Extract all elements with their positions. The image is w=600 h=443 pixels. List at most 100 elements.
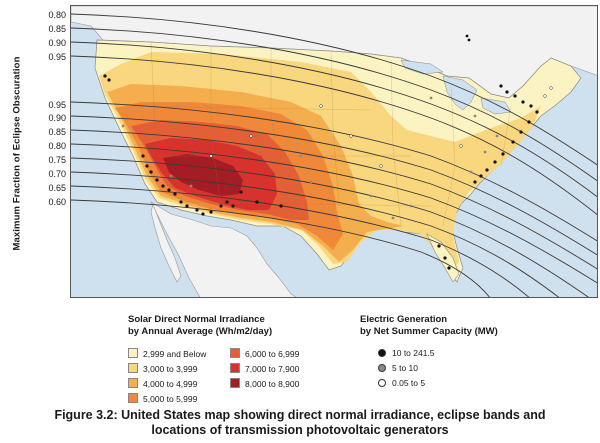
generator-dot — [189, 184, 193, 188]
legend-swatch — [128, 348, 138, 358]
us-irradiance-map — [71, 6, 597, 297]
irradiance-legend-item: 5,000 to 5,999 — [128, 393, 197, 404]
y-axis-title: Maximum Fraction of Eclipse Obscuration — [11, 56, 23, 251]
generator-dot — [409, 204, 413, 208]
generator-dot — [543, 94, 547, 98]
generator-dot — [473, 180, 477, 184]
eclipse-line — [71, 101, 597, 242]
generator-dot — [121, 124, 125, 128]
generator-dot — [391, 216, 395, 220]
generator-dot — [299, 154, 303, 158]
generation-legend-title-line1: Electric Generation — [360, 314, 448, 325]
legend-swatch — [128, 378, 138, 388]
tick-label: 0.90 — [48, 113, 66, 123]
generator-dot — [379, 164, 383, 168]
generator-dot — [279, 204, 283, 208]
eclipse-line — [71, 115, 597, 256]
generator-dot — [173, 192, 177, 196]
generator-dot — [209, 154, 213, 158]
eclipse-line — [71, 157, 589, 297]
generator-dot — [467, 38, 471, 42]
generator-dot — [483, 150, 487, 154]
irradiance-legend-title-line1: Solar Direct Normal Irradiance — [128, 314, 265, 325]
generator-dot — [231, 204, 235, 208]
irradiance-legend-title: Solar Direct Normal Irradiance by Annual… — [128, 314, 272, 338]
generator-dot — [219, 204, 223, 208]
generator-dot — [149, 170, 153, 174]
generator-dot — [459, 144, 463, 148]
generator-dot — [249, 134, 253, 138]
eclipse-line — [71, 185, 530, 297]
generator-dot — [209, 210, 213, 214]
generator-dot — [103, 74, 107, 78]
generator-dot — [529, 104, 533, 108]
generator-dot — [429, 96, 433, 100]
generation-legend-item: 10 to 241.5 — [378, 348, 435, 358]
eclipse-line — [71, 171, 560, 297]
generator-dot — [169, 174, 173, 178]
tick-label: 0.85 — [48, 24, 66, 34]
tick-label: 0.65 — [48, 183, 66, 193]
irradiance-legend-item: 2,999 and Below — [128, 348, 206, 359]
generator-dot — [493, 160, 497, 164]
generator-dot — [319, 104, 323, 108]
generator-dot — [195, 208, 199, 212]
baja-landmass — [150, 202, 182, 283]
figure-caption-line1: Figure 3.2: United States map showing di… — [54, 408, 546, 422]
legend-label: 2,999 and Below — [143, 349, 207, 359]
generator-dot — [513, 94, 517, 98]
legend-swatch — [230, 363, 240, 373]
tick-label: 0.90 — [48, 38, 66, 48]
generator-dot — [535, 110, 539, 114]
tick-label: 0.80 — [48, 10, 66, 20]
irradiance-band-8000 — [163, 154, 243, 196]
tick-label: 0.70 — [48, 169, 66, 179]
irradiance-legend-item: 7,000 to 7,900 — [230, 363, 299, 374]
irradiance-legend-item: 6,000 to 6,999 — [230, 348, 299, 359]
generator-dot — [501, 152, 505, 156]
tick-label: 0.75 — [48, 155, 66, 165]
generator-locations — [103, 34, 553, 270]
eclipse-line — [71, 129, 597, 270]
eclipse-line — [71, 41, 597, 198]
generator-dot — [107, 78, 111, 82]
generator-dot — [549, 86, 553, 90]
irradiance-legend-item: 8,000 to 8,900 — [230, 378, 299, 389]
legend-label: 4,000 to 4,999 — [143, 379, 198, 389]
tick-label: 0.85 — [48, 127, 66, 137]
eclipse-line — [71, 27, 597, 182]
generator-dot — [369, 194, 373, 198]
generator-dot — [167, 188, 171, 192]
legend-label: 0.05 to 5 — [392, 378, 426, 388]
legend-swatch — [128, 393, 138, 403]
generator-dot — [511, 140, 515, 144]
state-boundaries — [130, 41, 512, 227]
generator-dot — [495, 134, 499, 138]
generator-dot — [499, 84, 503, 88]
generator-dot — [505, 90, 509, 94]
legend-swatch — [128, 363, 138, 373]
map-frame — [70, 5, 598, 298]
generator-dot — [255, 200, 259, 204]
legend-label: 6,000 to 6,999 — [245, 349, 300, 359]
generator-dot — [309, 180, 313, 184]
generation-legend-item: 0.05 to 5 — [378, 378, 425, 388]
figure-caption-line2: locations of transmission photovoltaic g… — [151, 423, 449, 437]
irradiance-legend-item: 3,000 to 3,999 — [128, 363, 197, 374]
eclipse-bands — [71, 13, 597, 297]
legend-label: 7,000 to 7,900 — [245, 364, 300, 374]
eclipse-line — [71, 55, 597, 216]
legend-label: 8,000 to 8,900 — [245, 379, 300, 389]
generator-dot — [521, 100, 525, 104]
generator-dot — [443, 256, 447, 260]
generation-legend-title: Electric Generation by Net Summer Capaci… — [360, 314, 498, 338]
generator-dot — [201, 212, 205, 216]
generator-dot — [479, 174, 483, 178]
legend-dot — [378, 349, 386, 357]
legend-label: 5,000 to 5,999 — [143, 394, 198, 404]
tick-label: 0.80 — [48, 141, 66, 151]
generator-dot — [225, 200, 229, 204]
generator-dot — [161, 184, 165, 188]
legend-dot — [378, 379, 386, 387]
legend-swatch — [230, 348, 240, 358]
